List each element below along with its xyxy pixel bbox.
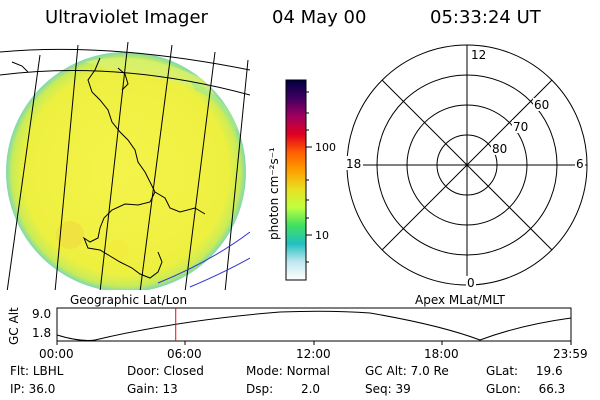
altitude-ytick-max: 9.0 bbox=[32, 307, 51, 321]
mlt-label-6: 6 bbox=[576, 157, 584, 171]
info-flt: Flt: LBHL bbox=[10, 364, 64, 378]
lat-label-70: 70 bbox=[513, 120, 528, 134]
earth-image bbox=[0, 41, 250, 290]
altitude-plot: GC Alt 9.0 1.8 00:00 06:00 12:00 18:00 2… bbox=[7, 307, 588, 361]
mlt-label-12: 12 bbox=[471, 48, 486, 62]
altitude-ylabel: GC Alt bbox=[7, 307, 21, 345]
xtick-0000: 00:00 bbox=[39, 347, 74, 361]
geo-coords-label: Geographic Lat/Lon bbox=[70, 293, 187, 307]
xtick-1200: 12:00 bbox=[296, 347, 331, 361]
info-gc-alt: GC Alt: 7.0 Re bbox=[365, 364, 449, 378]
apex-coords-label: Apex MLat/MLT bbox=[415, 293, 505, 307]
lat-label-80: 80 bbox=[492, 142, 507, 156]
xtick-0600: 06:00 bbox=[167, 347, 202, 361]
altitude-curve bbox=[56, 310, 572, 341]
altitude-x-tick-labels: 00:00 06:00 12:00 18:00 23:59 bbox=[39, 347, 588, 361]
info-door: Door: Closed bbox=[127, 364, 204, 378]
lon-grid-lines bbox=[6, 41, 249, 290]
info-glat: GLat: 19.6 bbox=[486, 364, 563, 378]
altitude-x-ticks bbox=[56, 341, 572, 345]
xtick-2359: 23:59 bbox=[553, 347, 588, 361]
info-gain: Gain: 13 bbox=[127, 382, 178, 396]
colorbar-tick-100: 100 bbox=[315, 141, 336, 154]
info-seq: Seq: 39 bbox=[365, 382, 411, 396]
mlt-label-0: 0 bbox=[467, 276, 475, 290]
instrument-title: Ultraviolet Imager bbox=[45, 7, 208, 28]
coastline bbox=[11, 57, 206, 279]
colorbar-tick-10: 10 bbox=[315, 229, 329, 242]
colorbar-unit-label: photon cm⁻²s⁻¹ bbox=[267, 147, 281, 240]
colorbar-ticks bbox=[306, 91, 312, 263]
dayglow-patches bbox=[56, 57, 240, 260]
altitude-ytick-min: 1.8 bbox=[32, 326, 51, 340]
altitude-plot-frame bbox=[56, 307, 572, 342]
lat-label-60: 60 bbox=[534, 98, 549, 112]
colorbar bbox=[285, 79, 307, 281]
time-label: 05:33:24 UT bbox=[430, 7, 541, 28]
info-glon: GLon: 66.3 bbox=[486, 382, 566, 396]
info-dsp: Dsp: 2.0 bbox=[246, 382, 321, 396]
magnetic-lines bbox=[157, 231, 250, 288]
polar-plot bbox=[346, 44, 588, 286]
info-mode: Mode: Normal bbox=[246, 364, 330, 378]
info-ip: IP: 36.0 bbox=[10, 382, 56, 396]
mlt-label-18: 18 bbox=[346, 157, 361, 171]
xtick-1800: 18:00 bbox=[424, 347, 459, 361]
polar-diagonal-2 bbox=[381, 79, 553, 251]
date-label: 04 May 00 bbox=[272, 7, 367, 28]
